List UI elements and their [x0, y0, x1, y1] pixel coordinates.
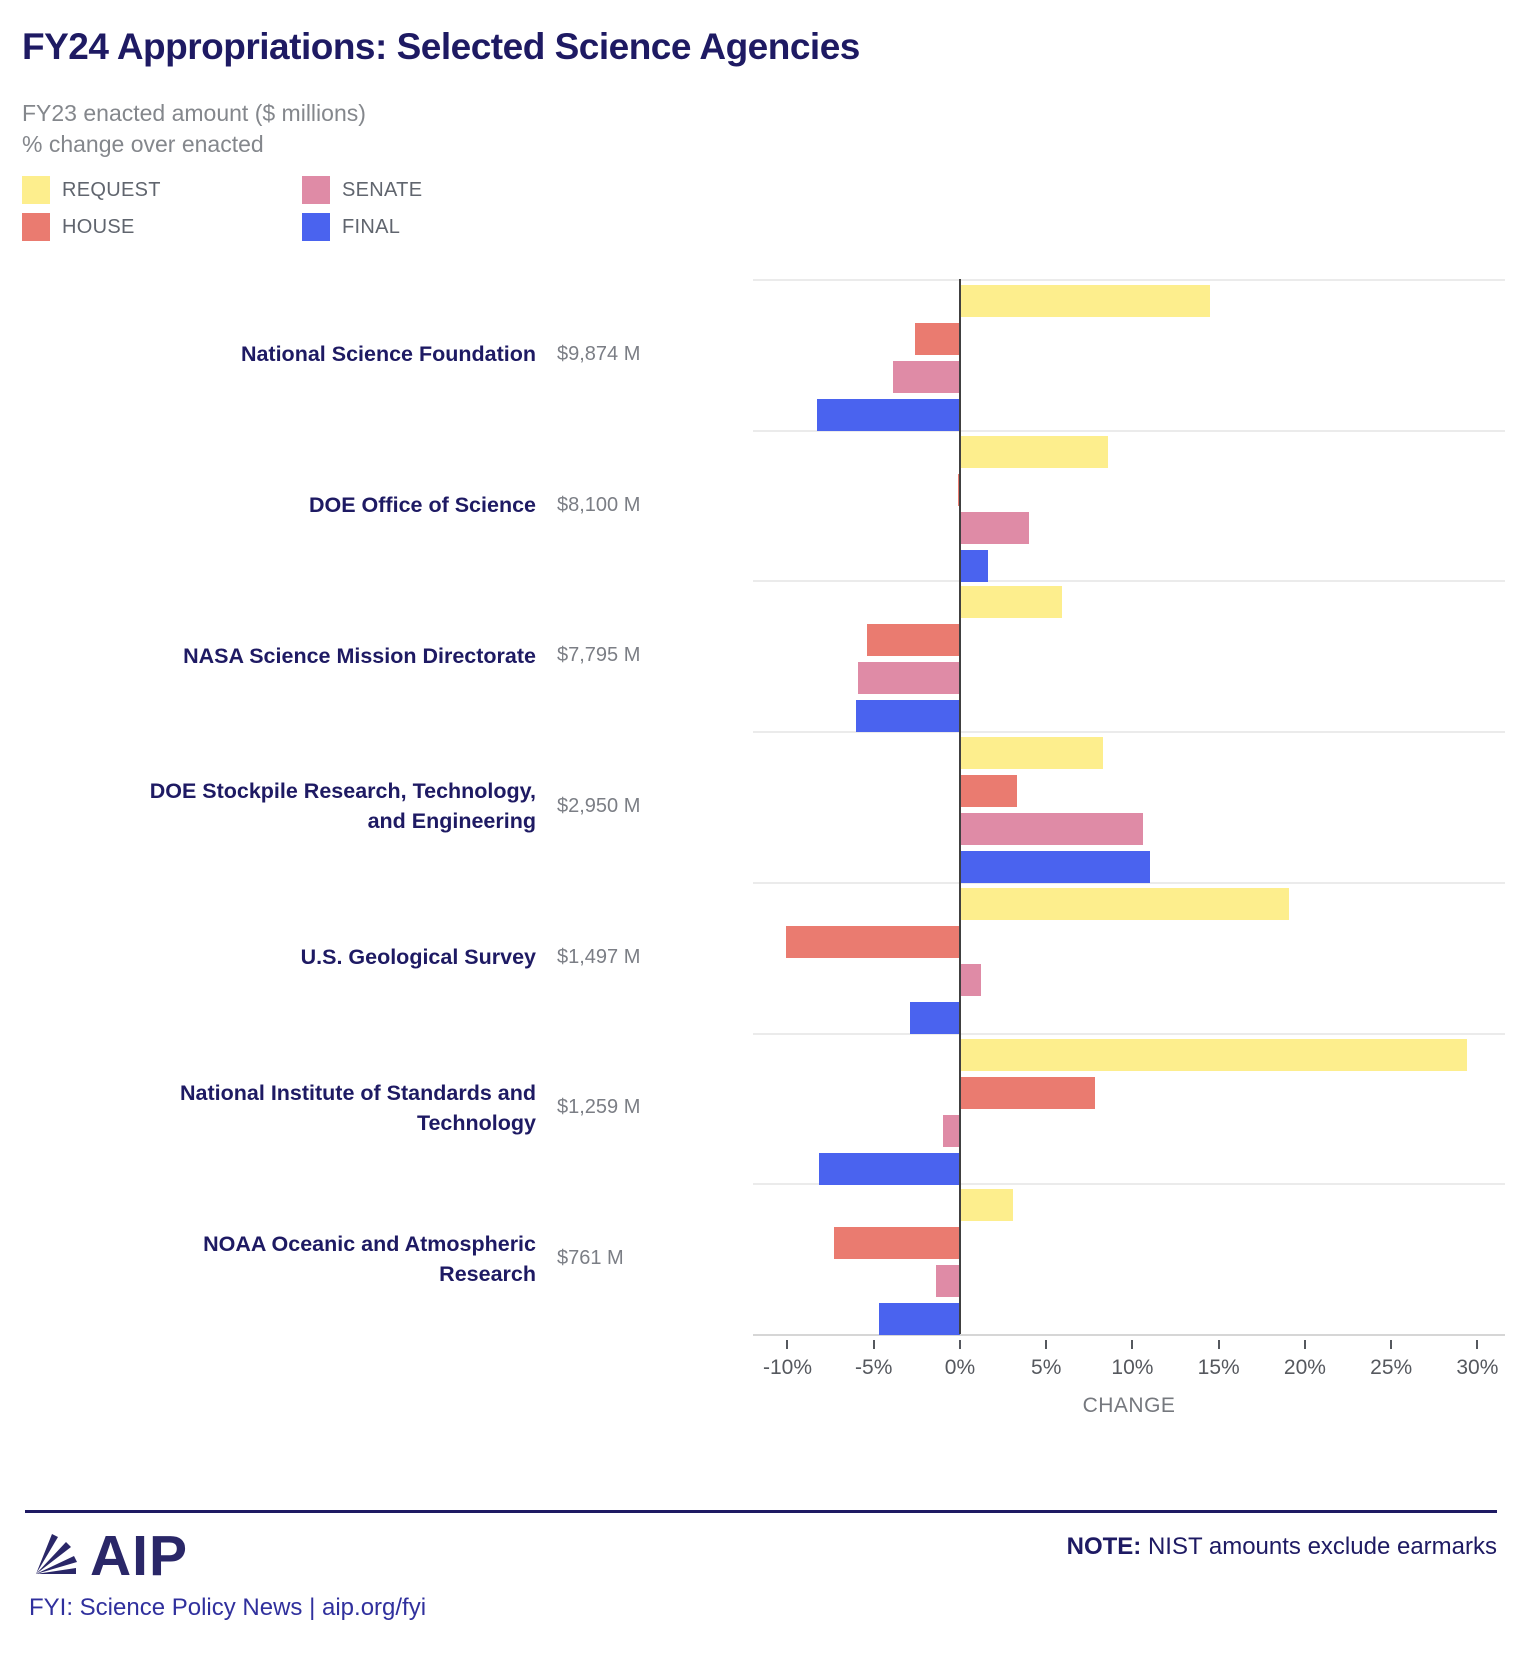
agency-enacted-amount: $9,874 M — [557, 342, 641, 365]
agency-name: National Science Foundation — [240, 342, 536, 367]
x-axis-tick — [1217, 1340, 1220, 1349]
subtitle-line-2: % change over enacted — [22, 131, 264, 157]
x-axis-tick-label: 5% — [1031, 1356, 1062, 1379]
legend-item-senate: SENATE — [302, 176, 565, 204]
legend-label-house: HOUSE — [62, 215, 135, 238]
footer-divider — [25, 1510, 1497, 1513]
bar-senate — [892, 361, 960, 393]
bar-final — [959, 549, 988, 582]
bar-house — [834, 1227, 960, 1260]
agency-bar-group — [753, 1032, 1505, 1185]
zero-axis-line — [958, 279, 961, 1334]
agency-enacted-amount: $8,100 M — [557, 493, 641, 516]
agency-enacted-amount: $761 M — [557, 1247, 624, 1270]
bar-final — [856, 700, 960, 733]
legend-swatch-house — [22, 213, 50, 241]
agency-name: NASA Science Mission Directorate — [183, 643, 536, 668]
bar-final — [816, 399, 960, 431]
x-axis-tick-label: 20% — [1283, 1356, 1326, 1379]
bar-house — [785, 925, 960, 958]
aip-logo-text: AIP — [90, 1523, 189, 1588]
bar-request — [959, 285, 1211, 317]
agency-bar-group — [753, 429, 1505, 582]
fyi-tagline: FYI: Science Policy News | aip.org/fyi — [29, 1594, 427, 1621]
x-axis-tick-label: 15% — [1197, 1356, 1240, 1379]
agency-enacted-amount: $1,259 M — [557, 1096, 641, 1119]
bar-house — [959, 1076, 1095, 1109]
agency-enacted-amount: $2,950 M — [557, 794, 641, 817]
subtitle-line-1: FY23 enacted amount ($ millions) — [22, 100, 366, 126]
agency-enacted-amount: $1,497 M — [557, 945, 641, 968]
agency-name: National Institute of Standards and Tech… — [180, 1080, 536, 1135]
bar-senate — [959, 511, 1029, 544]
x-axis-tick — [1303, 1340, 1306, 1349]
bar-final — [909, 1001, 960, 1034]
bar-request — [959, 586, 1062, 619]
bar-final — [818, 1152, 960, 1185]
legend: REQUEST HOUSE SENATE FINAL — [22, 176, 582, 241]
x-axis-tick — [1390, 1340, 1393, 1349]
legend-label-request: REQUEST — [62, 178, 161, 201]
x-axis-tick — [872, 1340, 875, 1349]
bar-request — [959, 737, 1104, 770]
agency-name: NOAA Oceanic and Atmospheric Research — [203, 1231, 536, 1286]
plot-area: -10% -5% 0% 5% 10% 15% 20% 25% 30% CHANGE — [753, 279, 1505, 1417]
bar-final — [878, 1303, 960, 1336]
bar-house — [915, 323, 960, 355]
bar-final — [959, 851, 1150, 884]
footnote: NOTE: NIST amounts exclude earmarks — [1067, 1533, 1497, 1561]
agency-bar-group — [753, 279, 1505, 431]
x-axis-tick-label: 0% — [944, 1356, 976, 1379]
x-axis-tick-label: -5% — [855, 1356, 893, 1379]
agency-bar-group — [753, 580, 1505, 733]
x-axis-tick — [786, 1340, 789, 1349]
bar-senate — [942, 1114, 960, 1147]
legend-swatch-senate — [302, 176, 330, 204]
bar-senate — [959, 813, 1143, 846]
x-axis-tick — [1045, 1340, 1048, 1349]
legend-swatch-final — [302, 213, 330, 241]
bar-house — [959, 775, 1017, 808]
bar-request — [959, 887, 1290, 920]
legend-item-house: HOUSE — [22, 213, 285, 241]
footnote-text: NIST amounts exclude earmarks — [1141, 1533, 1497, 1560]
bar-senate — [959, 963, 981, 996]
footnote-note-label: NOTE: — [1066, 1533, 1142, 1560]
x-axis-tick — [958, 1340, 961, 1349]
agency-name: U.S. Geological Survey — [300, 945, 536, 970]
agency-enacted-amount: $7,795 M — [557, 644, 641, 667]
x-axis-title: CHANGE — [1082, 1394, 1176, 1417]
agency-bar-group — [753, 881, 1505, 1034]
legend-swatch-request — [22, 176, 50, 204]
bar-house — [957, 473, 960, 506]
agency-name: DOE Office of Science — [308, 493, 536, 518]
x-axis-tick-label: -10% — [762, 1356, 812, 1379]
x-axis-tick-label: 10% — [1111, 1356, 1154, 1379]
agency-bar-group — [753, 1183, 1505, 1336]
legend-item-request: REQUEST — [22, 176, 285, 204]
bar-senate — [858, 662, 960, 695]
x-axis-tick — [1131, 1340, 1134, 1349]
agency-bar-group — [753, 731, 1505, 884]
legend-label-final: FINAL — [342, 215, 401, 238]
aip-fan-icon — [32, 1528, 80, 1583]
bar-house — [866, 624, 960, 657]
agency-rows: National Science Foundation $9,874 M DOE O… — [0, 279, 753, 1334]
bar-request — [959, 1038, 1468, 1071]
agency-name: DOE Stockpile Research, Technology, and … — [149, 779, 536, 834]
aip-logo: AIP — [32, 1523, 189, 1588]
x-axis-tick — [1476, 1340, 1479, 1349]
page-title: FY24 Appropriations: Selected Science Ag… — [22, 26, 860, 67]
legend-label-senate: SENATE — [342, 178, 423, 201]
bar-request — [959, 1189, 1014, 1222]
bar-senate — [935, 1265, 960, 1298]
x-axis-tick-label: 30% — [1456, 1356, 1499, 1379]
x-axis: -10% -5% 0% 5% 10% 15% 20% 25% 30% CHANGE — [753, 1334, 1505, 1426]
x-axis-tick-label: 25% — [1370, 1356, 1413, 1379]
legend-item-final: FINAL — [302, 213, 565, 241]
bar-request — [959, 435, 1109, 468]
chart-subtitle: FY23 enacted amount ($ millions) % chang… — [22, 98, 366, 160]
